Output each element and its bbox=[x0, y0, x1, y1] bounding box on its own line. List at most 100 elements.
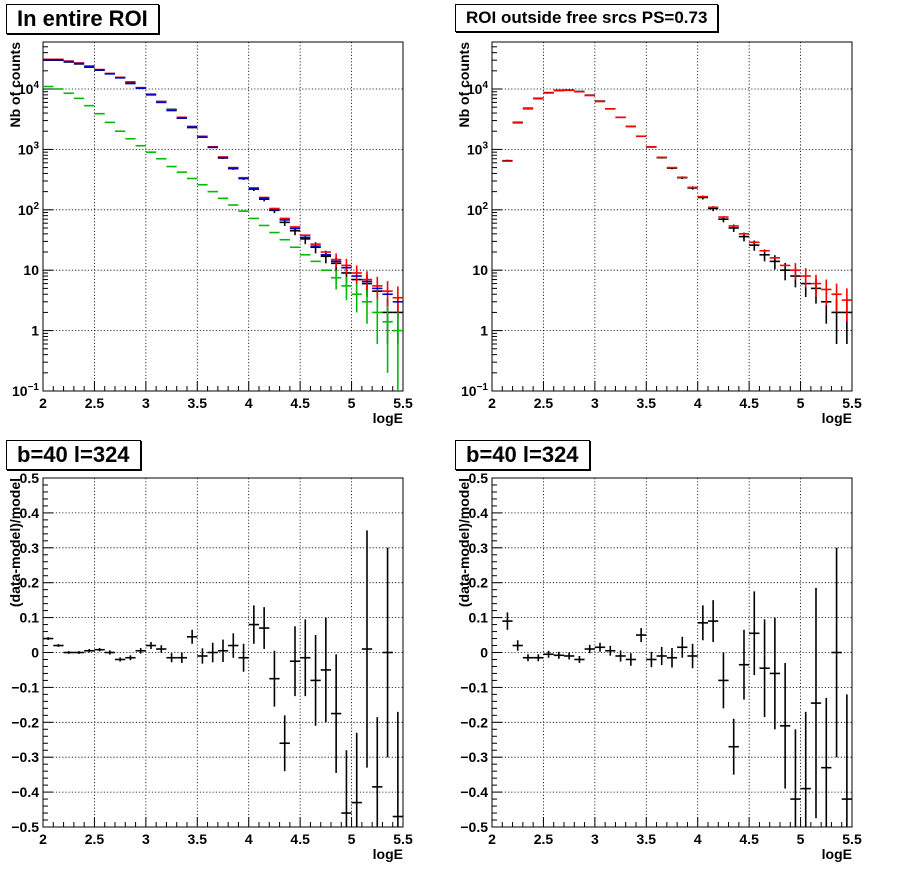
panel-residual-left: 2 2.5 3 3.5 4 4.5 5 5.5 −0.5 −0.4 −0.3 −0.2 −0.1 0 0.1… bbox=[0, 436, 449, 871]
data-series-1 bbox=[43, 58, 403, 319]
data-point bbox=[615, 650, 626, 662]
y-tick-label: 104 bbox=[467, 80, 489, 97]
data-point bbox=[279, 715, 290, 772]
x-tick-label: 4 bbox=[694, 831, 702, 847]
data-point bbox=[543, 650, 554, 658]
y-tick-label: 10−1 bbox=[12, 382, 39, 399]
y-tick-label: −0.5 bbox=[460, 819, 488, 835]
chart-residual-left: 2 2.5 3 3.5 4 4.5 5 5.5 −0.5 −0.4 −0.3 −0.2 −0.1 0 0.1… bbox=[7, 470, 413, 862]
x-tick-label: 4.5 bbox=[290, 395, 310, 411]
y-tick-label: −0.1 bbox=[460, 679, 488, 695]
chart-counts-entire-roi: 2 2.5 3 3.5 4 4.5 5 5.5 10−1 1 10 102 103 104 logE Nb o… bbox=[7, 41, 413, 426]
data-point bbox=[320, 617, 331, 723]
data-point bbox=[728, 718, 739, 775]
x-tick-label: 5.5 bbox=[393, 831, 413, 847]
x-tick-label: 2.5 bbox=[534, 395, 554, 411]
x-tick-label: 5.5 bbox=[842, 831, 862, 847]
data-point bbox=[512, 640, 523, 651]
y-tick-label: 0.4 bbox=[469, 505, 489, 521]
x-axis-label: logE bbox=[373, 410, 403, 426]
data-point bbox=[361, 530, 373, 768]
x-tick-label: 4 bbox=[245, 831, 253, 847]
plot-frame bbox=[491, 41, 853, 392]
y-tick-label: 0.2 bbox=[20, 575, 40, 591]
panel-counts-entire-roi: 2 2.5 3 3.5 4 4.5 5 5.5 10−1 1 10 102 103 104 logE Nb o… bbox=[0, 0, 449, 435]
data-point bbox=[821, 279, 832, 306]
plot-frame bbox=[42, 41, 404, 392]
x-axis-label: logE bbox=[822, 410, 852, 426]
data-point bbox=[341, 276, 352, 301]
data-point bbox=[372, 298, 383, 344]
x-tick-label: 2 bbox=[39, 395, 47, 411]
x-tick-label: 5 bbox=[797, 395, 805, 411]
data-point bbox=[697, 605, 708, 641]
y-tick-label: 10 bbox=[472, 262, 488, 278]
y-tick-label: 102 bbox=[18, 201, 40, 218]
x-tick-label: 2 bbox=[488, 395, 496, 411]
y-tick-label: −0.1 bbox=[11, 679, 39, 695]
x-tick-label: 4 bbox=[245, 395, 253, 411]
y-axis-label: Nb of counts bbox=[7, 42, 23, 128]
data-point bbox=[800, 711, 811, 827]
data-point bbox=[269, 650, 280, 707]
chart-title: In entire ROI bbox=[6, 4, 159, 34]
data-point bbox=[73, 651, 85, 654]
data-point bbox=[553, 651, 564, 659]
y-tick-label: 10 bbox=[23, 262, 39, 278]
data-point bbox=[605, 645, 616, 656]
data-point bbox=[259, 607, 270, 650]
data-point bbox=[810, 274, 822, 297]
y-tick-label: −0.2 bbox=[11, 714, 39, 730]
data-point bbox=[382, 305, 393, 373]
data-series-0 bbox=[502, 89, 852, 344]
data-point bbox=[594, 642, 606, 652]
data-point bbox=[331, 654, 342, 773]
y-tick-label: 0.3 bbox=[469, 540, 489, 556]
data-point bbox=[810, 587, 822, 819]
data-point bbox=[769, 617, 780, 730]
data-point bbox=[800, 268, 811, 288]
data-point bbox=[738, 629, 750, 700]
data-point bbox=[53, 644, 64, 647]
data-point bbox=[392, 312, 403, 391]
data-series-0 bbox=[43, 530, 403, 827]
x-tick-label: 3.5 bbox=[188, 831, 208, 847]
data-point bbox=[156, 645, 167, 653]
data-point bbox=[351, 283, 362, 313]
y-tick-label: 0.5 bbox=[469, 470, 489, 486]
data-point bbox=[361, 290, 373, 324]
data-point bbox=[320, 250, 331, 264]
y-tick-label: 0 bbox=[480, 645, 488, 661]
x-tick-label: 5.5 bbox=[842, 395, 862, 411]
data-point bbox=[372, 717, 383, 827]
data-point bbox=[310, 635, 321, 726]
data-point bbox=[831, 283, 842, 313]
y-axis-label: (data-model)/model bbox=[456, 478, 472, 607]
x-tick-label: 4.5 bbox=[739, 831, 759, 847]
x-tick-label: 4 bbox=[694, 395, 702, 411]
x-tick-label: 5.5 bbox=[393, 395, 413, 411]
x-tick-label: 3 bbox=[142, 831, 150, 847]
data-point bbox=[331, 253, 342, 268]
data-point bbox=[351, 732, 362, 827]
data-point bbox=[584, 644, 595, 654]
data-series-0 bbox=[502, 547, 852, 827]
x-tick-label: 2 bbox=[39, 831, 47, 847]
data-point bbox=[228, 633, 239, 658]
x-tick-label: 2.5 bbox=[85, 395, 105, 411]
chart-title: b=40 l=324 bbox=[6, 440, 141, 470]
data-point bbox=[63, 651, 74, 654]
panel-counts-roi-outside: 2 2.5 3 3.5 4 4.5 5 5.5 10−1 1 10 102 103 104 logE Nb o… bbox=[449, 0, 898, 435]
y-tick-label: −0.2 bbox=[460, 714, 488, 730]
data-point bbox=[636, 628, 647, 643]
data-point bbox=[687, 643, 698, 669]
data-point bbox=[780, 662, 791, 789]
y-tick-label: −0.4 bbox=[11, 784, 39, 800]
y-axis-label: Nb of counts bbox=[456, 42, 472, 128]
y-tick-label: −0.3 bbox=[11, 749, 39, 765]
data-point bbox=[135, 647, 146, 654]
data-series-0 bbox=[43, 59, 403, 344]
x-axis-label: logE bbox=[822, 846, 852, 862]
data-point bbox=[289, 626, 301, 697]
data-point bbox=[708, 600, 719, 643]
